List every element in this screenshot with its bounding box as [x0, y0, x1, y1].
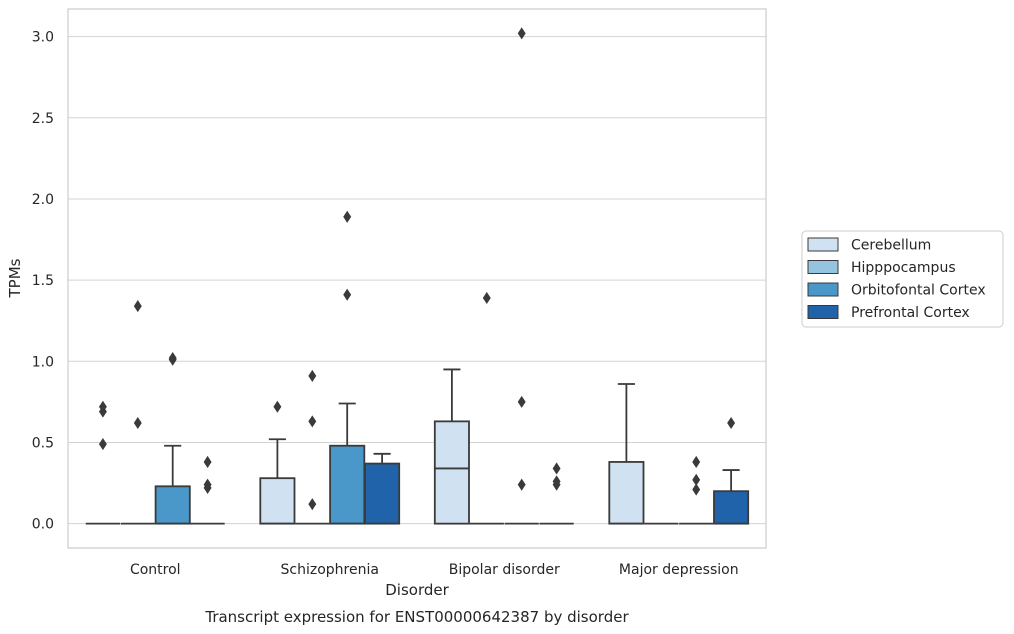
- chart-caption: Transcript expression for ENST0000064238…: [204, 608, 629, 626]
- box-hipppocampus: [469, 291, 504, 525]
- y-tick-label: 1.0: [32, 354, 54, 370]
- outlier-point: [517, 478, 526, 491]
- outlier-point: [343, 210, 352, 223]
- outlier-point: [98, 400, 107, 413]
- legend-swatch: [807, 260, 839, 274]
- legend-swatch: [807, 282, 839, 297]
- box-prefrontal-cortex: [539, 462, 574, 525]
- y-tick-label: 2.0: [32, 192, 54, 208]
- outlier-point: [273, 400, 282, 413]
- legend-label: Orbitofontal Cortex: [851, 283, 986, 299]
- outlier-point: [552, 462, 561, 475]
- box-cerebellum: [608, 383, 645, 525]
- x-tick-label: Bipolar disorder: [449, 562, 560, 578]
- x-axis-label: Disorder: [385, 581, 449, 599]
- y-axis-label: TPMs: [6, 258, 24, 298]
- box-prefrontal-cortex: [364, 452, 401, 525]
- outlier-point: [133, 416, 142, 430]
- box-body: [713, 490, 750, 525]
- marks-layer: [85, 27, 750, 525]
- outlier-point: [552, 475, 561, 488]
- y-tick-label: 0.5: [32, 435, 54, 451]
- outlier-point: [343, 288, 352, 301]
- y-tick-label: 2.5: [32, 111, 54, 127]
- legend-swatch: [807, 305, 839, 319]
- box-cerebellum: [259, 400, 296, 525]
- box-orbitofontal-cortex: [329, 210, 366, 525]
- outlier-point: [308, 369, 317, 382]
- y-tick-labels: 0.0 0.5 1.0 1.5 2.0 2.5 3.0: [32, 30, 54, 533]
- box-body: [259, 477, 296, 525]
- outlier-point: [727, 416, 736, 430]
- x-tick-labels: Control Schizophrenia Bipolar disorder Majo…: [130, 562, 739, 578]
- box-cerebellum: [85, 400, 121, 525]
- outlier-point: [482, 291, 491, 305]
- legend-label: Prefrontal Cortex: [851, 305, 970, 321]
- outlier-point: [168, 352, 177, 365]
- box-body: [329, 444, 366, 525]
- outlier-point: [517, 27, 526, 40]
- box-body: [364, 462, 401, 525]
- outlier-point: [692, 473, 701, 486]
- box-hipppocampus: [120, 300, 155, 525]
- x-tick-label: Schizophrenia: [281, 562, 379, 578]
- legend: Cerebellum Hipppocampus Orbitofontal Corte…: [801, 230, 1004, 328]
- outlier-point: [517, 395, 526, 408]
- box-prefrontal-cortex: [713, 416, 750, 525]
- outlier-point: [692, 455, 701, 469]
- legend-label: Cerebellum: [851, 238, 931, 254]
- legend-frame: [801, 230, 1004, 328]
- outlier-point: [203, 455, 212, 469]
- x-tick-label: Control: [130, 562, 181, 578]
- box-body: [608, 461, 645, 525]
- x-tick-label: Major depression: [619, 562, 739, 578]
- y-tick-label: 1.5: [32, 273, 54, 289]
- outlier-point: [308, 415, 317, 428]
- outlier-point: [692, 483, 701, 496]
- outlier-point: [98, 438, 107, 451]
- frame-layer: [67, 8, 767, 549]
- box-hipppocampus: [295, 369, 330, 525]
- box-cerebellum: [433, 368, 470, 525]
- box-body: [433, 420, 470, 525]
- plot-frame: [67, 8, 767, 549]
- legend-swatch: [807, 237, 839, 252]
- box-prefrontal-cortex: [190, 455, 225, 525]
- outlier-point: [133, 300, 142, 313]
- y-tick-label: 3.0: [32, 30, 54, 46]
- box-orbitofontal-cortex: [679, 455, 714, 525]
- outlier-point: [308, 498, 317, 511]
- outlier-point: [203, 478, 212, 491]
- box-body: [154, 485, 191, 525]
- grid-layer: [68, 36, 766, 525]
- box-orbitofontal-cortex: [504, 27, 539, 525]
- y-tick-label: 0.0: [32, 517, 54, 533]
- box-orbitofontal-cortex: [154, 352, 191, 525]
- legend-label: Hipppocampus: [851, 260, 956, 276]
